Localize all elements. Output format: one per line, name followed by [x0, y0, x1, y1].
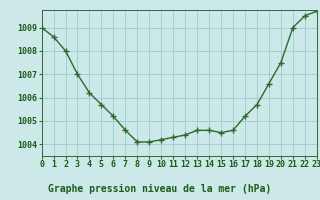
Text: Graphe pression niveau de la mer (hPa): Graphe pression niveau de la mer (hPa)	[48, 184, 272, 194]
